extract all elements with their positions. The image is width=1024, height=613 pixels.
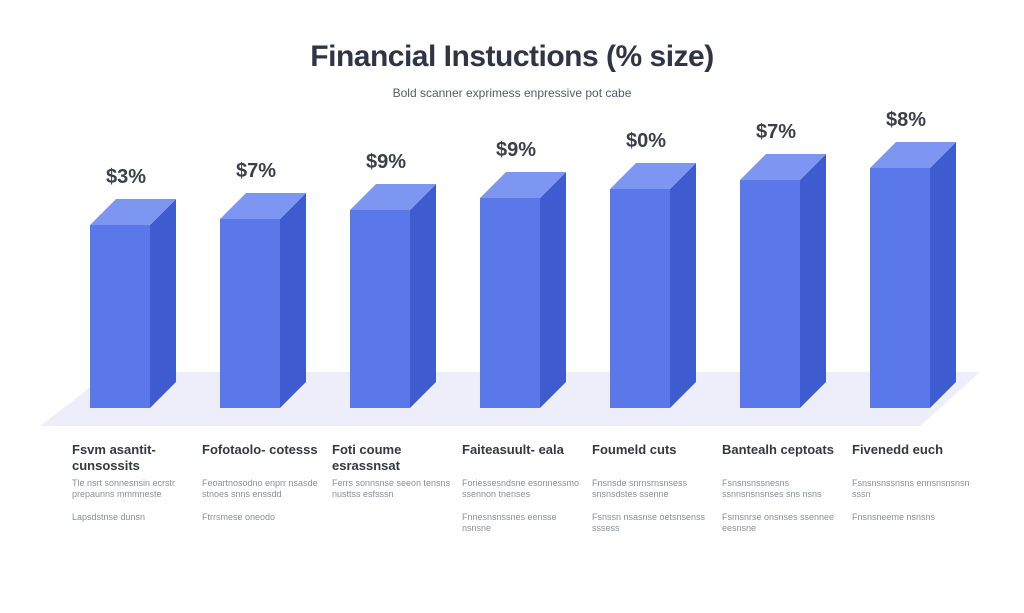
bar-top [480,172,566,198]
category-label: Faiteasuult- eala [462,442,564,457]
chart-title: Financial Instuctions (% size) [310,40,714,73]
bar [480,198,540,408]
category-description: Fnsnsde snrnsrnsnsess snsnsdstes ssenne [592,478,688,499]
bar [740,180,800,408]
category-description: Feoartnosodno enprr nsasde stnoes snns e… [202,478,318,499]
bar-top [220,193,306,219]
data-label: $7% [236,160,276,182]
category-description: Fsnsnsnssnsns ennsnsnsnsn sssn [852,478,970,499]
category-description: Tle nsrt sonnesnsin ecrstr prepaunns mmm… [72,478,176,499]
bar [610,189,670,408]
category-description: Fnsnsneeme nsnsns [852,512,936,522]
data-label: $8% [886,109,926,131]
bar-side [280,193,306,408]
bar-side [930,142,956,408]
data-label: $0% [626,130,666,152]
category-label: Fivenedd euch [852,442,944,457]
data-label: $7% [756,121,796,143]
bar-top [90,199,176,225]
data-label: $3% [106,166,146,188]
category-label: Foumeld cuts [592,442,677,457]
category-description: Foriessesndsne esonnessmo ssennon tnense… [462,478,580,499]
bar-side [410,184,436,408]
bar-top [740,154,826,180]
bar [90,225,150,408]
category-label: Foti coume esrassnsat [332,442,402,473]
category-description: Fsnsnsnssnesns ssnnsnsnsnses sns nsns [722,478,822,499]
data-label: $9% [496,139,536,161]
bar-side [150,199,176,408]
category-description: Ferrs sonnsnse seeon tensns nusttss esfs… [332,478,451,499]
category-description: Ftrrsmese oneodo [202,512,276,522]
category-description: Fsnssn nsasnse oetsnsenss sssess [592,512,706,533]
bar-side [540,172,566,408]
category-label: Bantealh ceptoats [722,442,834,457]
bar-top [870,142,956,168]
category-label: Fofotaolo- cotesss [202,442,318,457]
chart-subtitle: Bold scanner exprimess enpressive pot ca… [392,86,632,100]
bar-top [610,163,696,189]
category-description: Fnnesnsnssnes eensse nsnsne [462,512,557,533]
bar-side [800,154,826,408]
bar [220,219,280,408]
bar-top [350,184,436,210]
bar [870,168,930,408]
category-description: Fsmsnrse onsnses ssennee eesnsne [722,512,835,533]
bar-side [670,163,696,408]
bar [350,210,410,408]
data-label: $9% [366,151,406,173]
category-label: Fsvm asantit- cunsossits [72,442,156,473]
category-description: Lapsdstnse dunsn [72,512,146,522]
